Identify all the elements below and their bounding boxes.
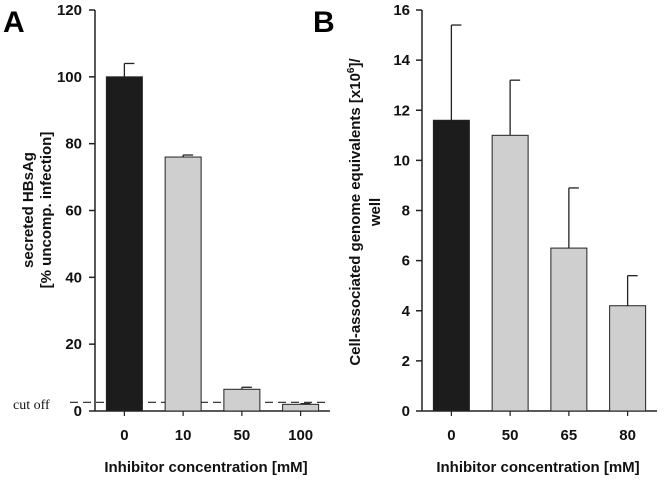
panel-a-bar [282, 403, 320, 412]
panel-a-y-axis-title: secreted HBsAg [% uncomp. infection] [20, 132, 55, 289]
panel-b-x-tick-label: 0 [447, 427, 455, 444]
panel-a-ylabel-line1: secreted HBsAg [20, 152, 37, 268]
panel-b-ylabel-sup: 6 [346, 67, 357, 73]
panel-a-y-tick-label: 60 [65, 203, 82, 220]
panel-b-x-tick-label: 50 [502, 427, 519, 444]
panel-b-y-tick-label: 14 [393, 52, 410, 69]
panel-a-ylabel-line2: [% uncomp. infection] [38, 132, 55, 289]
panel-b-ylabel-line2: well [367, 198, 384, 227]
panel-b-y-tick-label: 0 [402, 403, 410, 420]
panel-b-ylabel-main: Cell-associated genome equivalents [x10 [347, 73, 364, 366]
panel-a-y-tick-label: 0 [74, 403, 82, 420]
panel-b-y-tick-label: 2 [402, 353, 410, 370]
panel-b-y-tick-label: 16 [393, 2, 410, 19]
panel-a-y-tick-label: 20 [65, 336, 82, 353]
panel-a-y-tick-label: 100 [57, 69, 82, 86]
panel-a-plot-area: 0 20 40 60 80 100 120 0 10 50 100 [57, 2, 330, 444]
panel-a-y-tick-label: 120 [57, 2, 82, 19]
panel-a-x-tick-label: 100 [288, 427, 313, 444]
panel-a-y-tick-label: 40 [65, 269, 82, 286]
panel-b-bar [432, 119, 470, 412]
panel-b-y-tick-label: 8 [402, 203, 410, 220]
panel-b-x-axis-title: Inhibitor concentration [mM] [436, 459, 639, 476]
panel-b-letter: B [313, 6, 335, 39]
panel-a-x-tick-label: 50 [234, 427, 251, 444]
panel-a-x-axis-title: Inhibitor concentration [mM] [104, 459, 307, 476]
panel-b-bar [491, 134, 529, 412]
panel-a-letter: A [3, 6, 25, 39]
panel-b-y-axis-title: Cell-associated genome equivalents [x106… [346, 57, 384, 365]
panel-a-x-tick-label: 10 [175, 427, 192, 444]
panel-b-y-tick-label: 4 [402, 303, 411, 320]
panel-b: B Cell-associated genome equivalents [x1… [313, 2, 657, 476]
panel-b-plot-area: 0 2 4 6 8 10 12 14 16 0 50 65 80 [393, 2, 657, 444]
panel-b-y-tick-label: 10 [393, 152, 410, 169]
panel-a-bar [223, 388, 261, 412]
panel-a-x-tick-label: 0 [120, 427, 128, 444]
panel-b-bar [550, 247, 588, 412]
panel-b-y-tick-label: 12 [393, 102, 410, 119]
cutoff-label: cut off [13, 398, 50, 413]
panel-b-x-tick-label: 65 [561, 427, 578, 444]
panel-a: A secreted HBsAg [% uncomp. infection] 0… [3, 2, 330, 476]
panel-a-bar [164, 156, 202, 412]
panel-b-y-tick-label: 6 [402, 253, 410, 270]
panel-b-x-tick-label: 80 [619, 427, 636, 444]
panel-b-ylabel-line1: Cell-associated genome equivalents [x106… [346, 57, 364, 365]
panel-a-y-tick-label: 80 [65, 136, 82, 153]
panel-b-ylabel-end: ]/ [347, 57, 364, 67]
panel-a-bar [105, 76, 143, 412]
panel-b-bar [609, 305, 647, 412]
